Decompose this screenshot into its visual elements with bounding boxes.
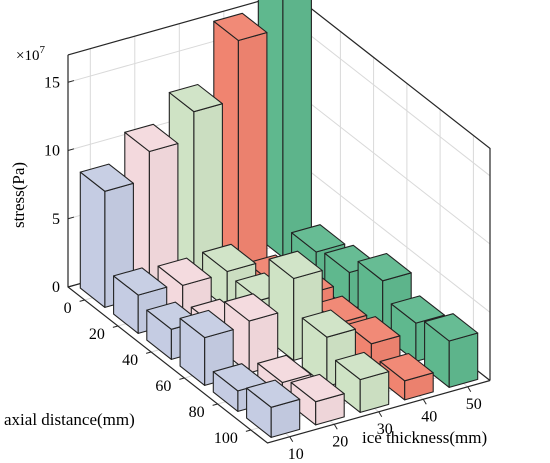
bar-top-face: [268, 250, 323, 280]
bar-top-face: [113, 267, 168, 296]
bar-top-face: [390, 295, 445, 324]
x-axis-title: axial distance(mm): [4, 410, 135, 429]
bar-top-face: [202, 243, 257, 273]
axis-labels: ×107 stress(Pa) axial distance(mm) ice t…: [4, 44, 487, 463]
bar-top-face: [357, 252, 412, 282]
z-tick-mark: [67, 148, 75, 151]
z-tick-label: 0: [52, 279, 60, 296]
bar-top-face: [257, 354, 312, 384]
x-tick-mark: [212, 403, 218, 406]
y-tick-mark: [422, 398, 427, 405]
bar-top-face: [424, 313, 479, 342]
bars: [79, 0, 479, 438]
bar-front-face: [448, 332, 479, 388]
z-multiplier: ×107: [16, 44, 45, 64]
z-tick-mark: [67, 80, 75, 83]
y-axis-title: ice thickness(mm): [362, 428, 487, 447]
y-tick-label: 30: [377, 421, 393, 438]
x-tick-label: 0: [64, 300, 72, 317]
bar: [246, 379, 301, 438]
x-tick-mark: [112, 325, 119, 328]
x-tick-label: 40: [122, 352, 138, 369]
y-tick-label: 40: [421, 408, 437, 425]
y-tick-mark: [289, 436, 294, 443]
y-tick-label: 10: [288, 446, 304, 463]
y-tick-mark: [467, 386, 472, 393]
x-tick-label: 80: [189, 404, 205, 421]
bar-top-face: [346, 316, 401, 345]
bar-top-face: [168, 83, 223, 113]
z-axis-title: stress(Pa): [9, 162, 28, 228]
z-tick-label: 15: [44, 74, 60, 91]
x-tick-label: 20: [89, 326, 105, 343]
x-tick-mark: [79, 299, 85, 302]
bar: [301, 309, 356, 387]
bar-top-face: [379, 352, 434, 382]
bar: [424, 313, 479, 388]
axis-frame-top: [67, 0, 491, 381]
y-tick-label: 50: [466, 396, 482, 413]
x-tick-label: 100: [214, 430, 238, 447]
bar-top-face: [224, 293, 279, 322]
bar-top-face: [301, 309, 356, 338]
bar: [335, 351, 390, 413]
bar-front-face: [282, 0, 312, 258]
z-tick-mark: [67, 216, 75, 220]
bar: [157, 257, 212, 322]
bar-top-face: [157, 257, 212, 286]
x-tick-mark: [145, 351, 152, 354]
y-tick-mark: [378, 411, 383, 418]
x-tick-mark: [245, 429, 252, 432]
y-tick-label: 20: [332, 433, 348, 450]
bar-top-face: [79, 163, 134, 192]
bar-top-face: [290, 373, 345, 403]
z-tick-mark: [67, 284, 75, 288]
x-tick-mark: [179, 377, 185, 380]
y-tick-mark: [333, 423, 338, 430]
bar-top-face: [213, 12, 268, 42]
bar: [290, 373, 345, 426]
bar-top-face: [124, 123, 179, 153]
bar-top-face: [246, 379, 301, 408]
z-tick-label: 10: [44, 143, 60, 160]
bar-front-face: [237, 31, 268, 271]
bar-top-face: [291, 224, 346, 253]
x-tick-label: 60: [155, 378, 171, 395]
bar-side-face: [79, 171, 106, 308]
z-tick-label: 5: [52, 211, 60, 228]
bar-top-face: [335, 351, 390, 381]
bar-top-face: [179, 309, 234, 339]
